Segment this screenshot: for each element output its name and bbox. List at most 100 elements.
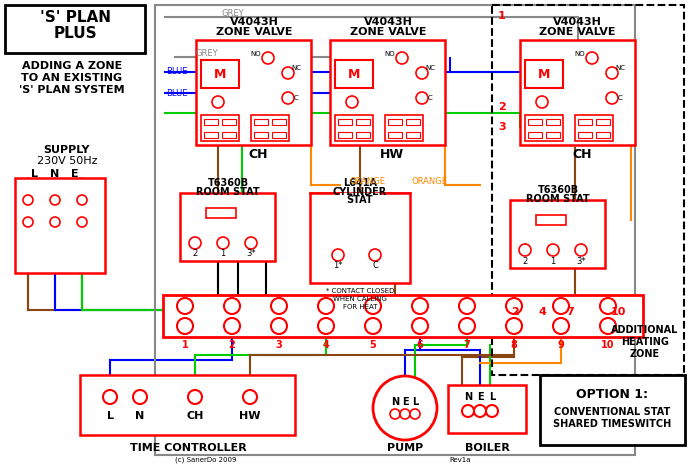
- Text: Rev1a: Rev1a: [449, 457, 471, 463]
- Text: ROOM STAT: ROOM STAT: [526, 194, 590, 204]
- Circle shape: [318, 298, 334, 314]
- Circle shape: [536, 96, 548, 108]
- Text: 2: 2: [193, 249, 197, 258]
- Text: C: C: [618, 95, 622, 101]
- Bar: [163, 295, 643, 337]
- Bar: [180, 193, 275, 261]
- Circle shape: [365, 318, 381, 334]
- Text: 1: 1: [551, 256, 555, 265]
- Text: ADDING A ZONE: ADDING A ZONE: [22, 61, 122, 71]
- Text: TO AN EXISTING: TO AN EXISTING: [21, 73, 123, 83]
- Circle shape: [400, 409, 410, 419]
- Bar: [204, 119, 218, 125]
- Text: SUPPLY: SUPPLY: [43, 145, 90, 155]
- Text: E: E: [477, 392, 483, 402]
- Circle shape: [177, 318, 193, 334]
- Circle shape: [462, 405, 474, 417]
- Bar: [335, 60, 373, 88]
- Bar: [575, 115, 613, 141]
- Text: 4: 4: [323, 340, 329, 350]
- Bar: [338, 132, 352, 138]
- Text: N: N: [135, 411, 145, 421]
- Bar: [356, 119, 370, 125]
- Bar: [204, 132, 218, 138]
- Text: HEATING: HEATING: [621, 337, 669, 347]
- Circle shape: [396, 52, 408, 64]
- Text: ZONE VALVE: ZONE VALVE: [216, 27, 293, 37]
- Text: HW: HW: [239, 411, 261, 421]
- Bar: [528, 132, 542, 138]
- Text: (c) SanerDo 2009: (c) SanerDo 2009: [175, 457, 237, 463]
- Text: ZONE: ZONE: [630, 349, 660, 359]
- Circle shape: [390, 409, 400, 419]
- Bar: [406, 132, 420, 138]
- Text: C: C: [294, 95, 298, 101]
- Text: L: L: [412, 397, 418, 407]
- Text: M: M: [214, 67, 226, 80]
- Text: 1*: 1*: [333, 262, 343, 271]
- Bar: [578, 132, 592, 138]
- Circle shape: [133, 390, 147, 404]
- Text: 1: 1: [181, 340, 188, 350]
- Circle shape: [282, 92, 294, 104]
- Bar: [201, 115, 239, 141]
- Bar: [388, 132, 402, 138]
- Bar: [385, 115, 423, 141]
- Circle shape: [553, 298, 569, 314]
- Bar: [528, 119, 542, 125]
- Bar: [340, 193, 380, 208]
- Text: 3: 3: [498, 122, 506, 132]
- Text: N: N: [391, 397, 399, 407]
- Text: FOR HEAT: FOR HEAT: [343, 304, 377, 310]
- Text: CH: CH: [186, 411, 204, 421]
- Circle shape: [600, 318, 616, 334]
- Circle shape: [412, 318, 428, 334]
- Bar: [196, 40, 311, 145]
- Bar: [155, 5, 635, 455]
- Text: TIME CONTROLLER: TIME CONTROLLER: [130, 443, 246, 453]
- Bar: [596, 132, 610, 138]
- Text: T6360B: T6360B: [208, 178, 248, 188]
- Text: ORANGE: ORANGE: [412, 176, 448, 185]
- Text: T6360B: T6360B: [538, 185, 578, 195]
- Text: 10: 10: [611, 307, 626, 317]
- Text: NO: NO: [250, 51, 262, 57]
- Text: E: E: [71, 169, 79, 179]
- Text: V4043H: V4043H: [364, 17, 413, 27]
- Bar: [254, 132, 268, 138]
- Bar: [546, 132, 560, 138]
- Text: 7: 7: [566, 307, 574, 317]
- Circle shape: [332, 249, 344, 261]
- Bar: [310, 193, 410, 283]
- Circle shape: [410, 409, 420, 419]
- Circle shape: [416, 92, 428, 104]
- Text: 3: 3: [275, 340, 282, 350]
- Circle shape: [77, 195, 87, 205]
- Text: 2: 2: [228, 340, 235, 350]
- Circle shape: [23, 217, 33, 227]
- Text: 7: 7: [464, 340, 471, 350]
- Bar: [222, 132, 236, 138]
- Circle shape: [23, 195, 33, 205]
- Text: ROOM STAT: ROOM STAT: [196, 187, 260, 197]
- Bar: [272, 132, 286, 138]
- Text: C: C: [372, 262, 378, 271]
- Circle shape: [519, 244, 531, 256]
- Bar: [254, 119, 268, 125]
- Circle shape: [547, 244, 559, 256]
- Text: L641A: L641A: [343, 178, 377, 188]
- Text: NO: NO: [575, 51, 585, 57]
- Bar: [406, 119, 420, 125]
- Text: NC: NC: [615, 65, 625, 71]
- Bar: [15, 178, 105, 273]
- Text: L: L: [106, 411, 113, 421]
- Circle shape: [506, 318, 522, 334]
- Circle shape: [506, 298, 522, 314]
- Text: M: M: [538, 67, 550, 80]
- Text: GREY: GREY: [195, 49, 217, 58]
- Text: 2: 2: [522, 256, 528, 265]
- Circle shape: [459, 298, 475, 314]
- Text: ZONE VALVE: ZONE VALVE: [539, 27, 615, 37]
- Circle shape: [245, 237, 257, 249]
- Text: SHARED TIMESWITCH: SHARED TIMESWITCH: [553, 419, 671, 429]
